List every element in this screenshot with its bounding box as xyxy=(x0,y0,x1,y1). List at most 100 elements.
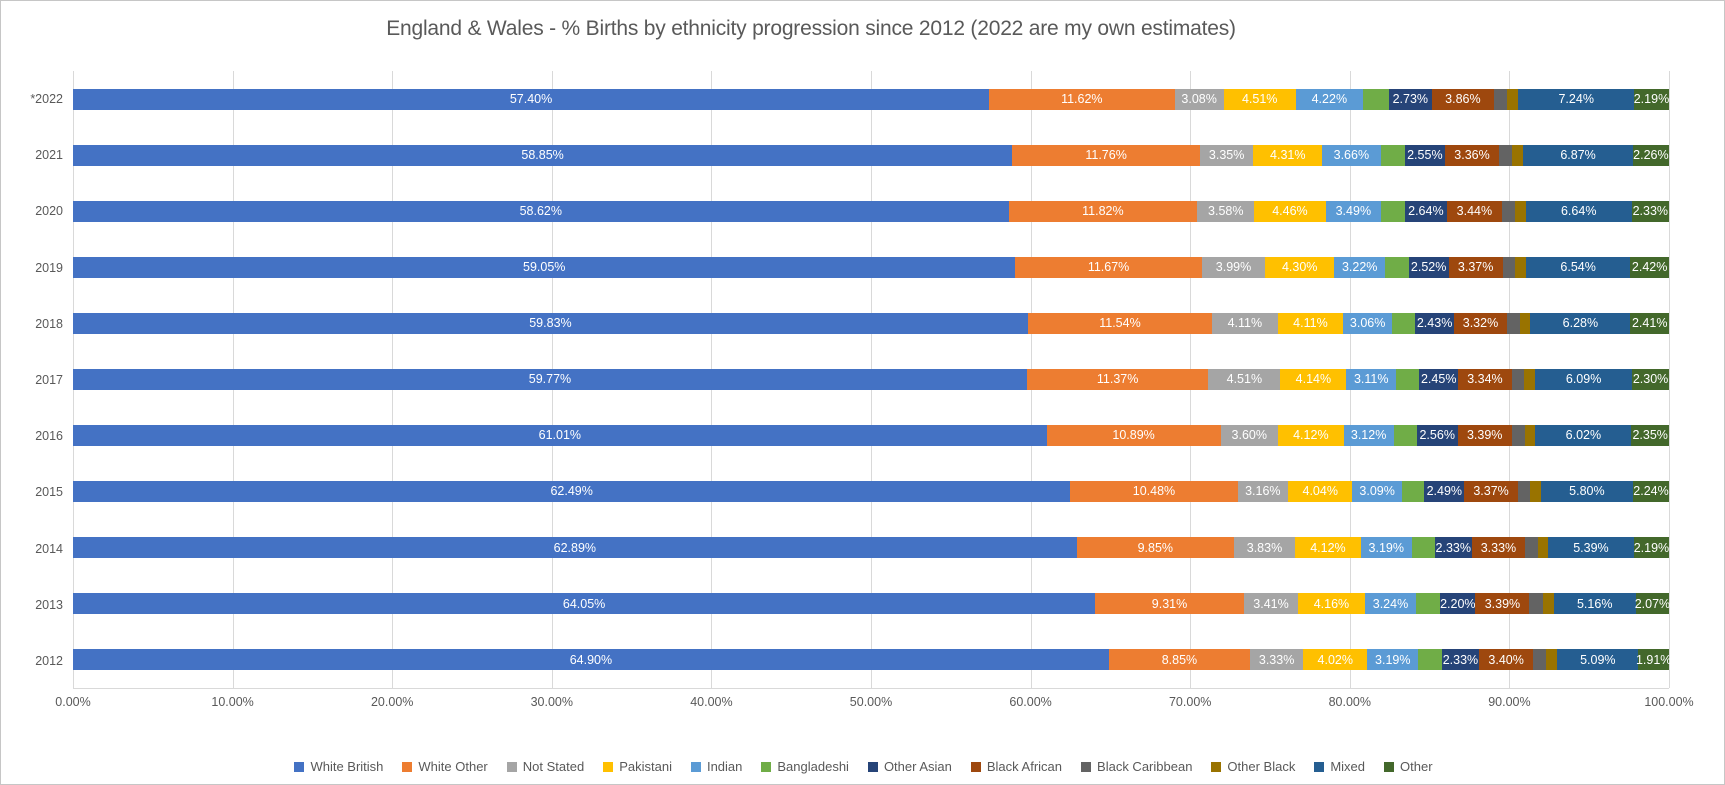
bar-segment-white-british: 58.62% xyxy=(73,200,1009,222)
data-label: 2.35% xyxy=(1632,428,1668,443)
data-label: 58.62% xyxy=(519,203,562,218)
data-label: 57.40% xyxy=(509,91,553,106)
bar-segment-black-caribbean xyxy=(1502,256,1516,278)
legend-item-black-caribbean: Black Caribbean xyxy=(1081,759,1192,774)
data-label: 3.39% xyxy=(1484,596,1521,611)
bar-segment-indian: 3.12% xyxy=(1343,425,1394,447)
data-label: 61.01% xyxy=(538,428,582,443)
data-label: 11.37% xyxy=(1096,372,1139,387)
data-label: 8.85% xyxy=(1161,652,1198,667)
stacked-bar: 58.62% 11.82% 3.58% 4.46% 3.49% 2.64% 3.44% 6.6… xyxy=(73,200,1669,222)
bar-segment-pakistani: 4.14% xyxy=(1280,369,1347,391)
bar-segment-white-other: 11.62% xyxy=(989,88,1175,110)
bar-segment-black-caribbean xyxy=(1511,425,1525,447)
legend-item-black-african: Black African xyxy=(970,759,1062,774)
bar-segment-other: 2.42% xyxy=(1630,256,1669,278)
bar-segment-pakistani: 4.30% xyxy=(1265,256,1334,278)
data-label: 11.62% xyxy=(1061,91,1103,106)
legend-swatch-icon xyxy=(970,761,981,772)
bar-segment-other-black xyxy=(1546,649,1558,671)
bar-segment-other-black xyxy=(1519,312,1531,334)
stacked-bar: 57.40% 11.62% 3.08% 4.51% 4.22% 2.73% 3.86% 7.2… xyxy=(73,88,1669,110)
y-axis-label: 2013 xyxy=(35,597,63,612)
legend-item-other: Other xyxy=(1384,759,1433,774)
legend-swatch-icon xyxy=(1314,761,1325,772)
bar-segment-white-other: 9.85% xyxy=(1076,537,1234,559)
bar-segment-indian: 3.19% xyxy=(1367,649,1419,671)
bar-segment-bangladeshi xyxy=(1393,425,1417,447)
data-label: 2.33% xyxy=(1435,540,1471,555)
data-label: 59.05% xyxy=(523,260,566,275)
bar-segment-white-british: 59.05% xyxy=(73,256,1016,278)
data-label: 2.20% xyxy=(1440,596,1476,611)
bar-segment-indian: 3.19% xyxy=(1360,537,1412,559)
stacked-bar: 59.83% 11.54% 4.11% 4.11% 3.06% 2.43% 3.32% 6.2… xyxy=(73,312,1669,334)
bar-segment-not-stated: 3.60% xyxy=(1220,425,1278,447)
legend-item-other-asian: Other Asian xyxy=(867,759,952,774)
bar-segment-other-black xyxy=(1515,256,1526,278)
x-axis-tick-label: 80.00% xyxy=(1328,695,1371,709)
legend-swatch-icon xyxy=(761,761,772,772)
data-label: 3.49% xyxy=(1335,203,1372,218)
bar-segment-bangladeshi xyxy=(1363,88,1389,110)
bar-segment-white-other: 8.85% xyxy=(1108,649,1251,671)
bar-segment-pakistani: 4.46% xyxy=(1254,200,1326,222)
data-label: 3.34% xyxy=(1467,372,1503,387)
bar-segment-other: 2.26% xyxy=(1632,144,1669,166)
bar-segment-pakistani: 4.12% xyxy=(1295,537,1361,559)
data-label: 58.85% xyxy=(521,147,564,162)
bar-segment-white-british: 58.85% xyxy=(73,144,1013,166)
bar-segment-black-caribbean xyxy=(1506,312,1520,334)
data-label: 3.24% xyxy=(1372,596,1409,611)
y-axis-label: 2015 xyxy=(35,485,63,500)
bar-segment-indian: 3.09% xyxy=(1352,481,1402,503)
data-label: 3.66% xyxy=(1333,147,1370,162)
bar-segment-black-african: 3.36% xyxy=(1445,144,1499,166)
bar-segment-pakistani: 4.31% xyxy=(1253,144,1323,166)
data-label: 3.32% xyxy=(1462,316,1499,331)
bar-segment-black-african: 3.40% xyxy=(1479,649,1534,671)
data-label: 4.30% xyxy=(1281,260,1318,275)
bar-segment-not-stated: 3.41% xyxy=(1243,593,1299,615)
data-label: 3.40% xyxy=(1488,652,1524,667)
data-label: 64.90% xyxy=(569,652,613,667)
data-label: 2.43% xyxy=(1416,316,1453,331)
data-label: 11.76% xyxy=(1085,147,1127,162)
data-label: 11.82% xyxy=(1082,203,1124,218)
bar-row: 62.89% 9.85% 3.83% 4.12% 3.19% 2.33% 3.33% 5.39… xyxy=(73,520,1669,576)
data-label: 6.87% xyxy=(1560,147,1596,162)
bar-segment-bangladeshi xyxy=(1385,256,1409,278)
data-label: 11.67% xyxy=(1087,260,1130,275)
bar-segment-black-caribbean xyxy=(1498,144,1513,166)
bar-segment-black-caribbean xyxy=(1511,369,1525,391)
bar-segment-black-caribbean xyxy=(1524,537,1538,559)
bar-segment-other: 2.07% xyxy=(1635,593,1670,615)
y-axis-label: *2022 xyxy=(30,92,63,107)
bar-segment-mixed: 6.28% xyxy=(1530,312,1631,334)
bar-segment-pakistani: 4.02% xyxy=(1303,649,1368,671)
data-label: 3.19% xyxy=(1375,652,1411,667)
data-label: 7.24% xyxy=(1558,91,1594,106)
data-label: 2.42% xyxy=(1631,260,1668,275)
y-axis-label: 2020 xyxy=(35,204,63,219)
legend-label: Mixed xyxy=(1330,759,1366,774)
bar-segment-mixed: 6.64% xyxy=(1525,200,1632,222)
legend-item-white-british: White British xyxy=(294,759,383,774)
bar-segment-other-black xyxy=(1507,88,1519,110)
legend-label: White British xyxy=(310,759,384,774)
data-label: 1.91% xyxy=(1635,652,1672,667)
bar-segment-black-african: 3.39% xyxy=(1475,593,1530,615)
bar-segment-black-african: 3.39% xyxy=(1457,425,1512,447)
data-label: 59.77% xyxy=(528,372,572,387)
data-label: 2.45% xyxy=(1420,372,1457,387)
bar-segment-white-other: 11.54% xyxy=(1027,312,1213,334)
data-label: 3.58% xyxy=(1208,203,1244,218)
bar-segment-not-stated: 4.51% xyxy=(1208,369,1281,391)
x-axis-tick-label: 10.00% xyxy=(211,695,254,709)
bar-segment-other-asian: 2.55% xyxy=(1404,144,1446,166)
bar-segment-mixed: 6.02% xyxy=(1535,425,1632,447)
data-label: 2.33% xyxy=(1632,203,1669,218)
bar-segment-mixed: 6.54% xyxy=(1525,256,1631,278)
bar-segment-white-other: 11.76% xyxy=(1012,144,1200,166)
bar-segment-indian: 3.66% xyxy=(1322,144,1381,166)
